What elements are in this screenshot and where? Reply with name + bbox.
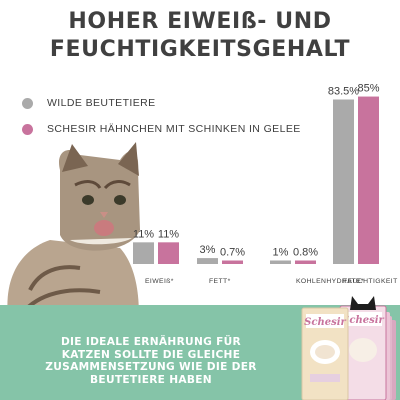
legend-dot-pink <box>22 123 33 135</box>
product-pouches-image: Schesir Schesir <box>301 296 396 400</box>
bar-schesir-0 <box>158 242 179 264</box>
bottom-line-2: KATZEN SOLLTE DIE GLEICHE <box>61 348 241 361</box>
category-label: EIWEIß* <box>145 278 174 285</box>
legend-item-wilde-beutetiere: WILDE BEUTETIERE <box>22 90 301 116</box>
bottom-line-1: DIE IDEALE ERNÄHRUNG FÜR <box>60 336 242 348</box>
bar-schesir-2 <box>295 260 316 264</box>
bar-schesir-1 <box>222 260 243 264</box>
bar-schesir-3 <box>358 96 379 264</box>
bar-chart: 11% 11% EIWEIß* 3% 0.7% FETT* 1% 0.8% KOHLENHYDR… <box>133 83 398 285</box>
product-brand-front: Schesir <box>304 317 346 328</box>
title-line-1: HOHER EIWEIß- UND <box>68 9 332 34</box>
legend-label: WILDE BEUTETIERE <box>47 97 156 109</box>
bar-wilde-beutetiere-0 <box>133 242 154 264</box>
data-label: 11% <box>133 228 154 240</box>
bottom-line-4: BEUTETIERE HABEN <box>90 373 212 386</box>
bottom-line-3: ZUSAMMENSETZUNG WIE DIE DER <box>45 361 257 373</box>
category-label: KOHLENHYDRATE* <box>296 278 364 285</box>
legend: WILDE BEUTETIERE SCHESIR HÄHNCHEN MIT SC… <box>22 90 301 142</box>
product-brand-back: Schesir <box>342 315 384 326</box>
bar-wilde-beutetiere-2 <box>270 260 291 264</box>
data-label: 11% <box>158 228 179 240</box>
legend-item-schesir: SCHESIR HÄHNCHEN MIT SCHINKEN IN GELEE <box>22 116 301 142</box>
category-label: FEUCHTIGKEIT <box>343 278 398 285</box>
data-label: 0.8% <box>293 247 318 259</box>
data-label: 85% <box>357 83 379 95</box>
legend-dot-grey <box>22 97 33 109</box>
category-label: FETT* <box>209 278 231 285</box>
data-label: 0.7% <box>220 247 245 259</box>
data-label: 3% <box>200 244 216 256</box>
data-label: 1% <box>273 247 289 259</box>
data-label: 83.5% <box>328 86 359 98</box>
bar-wilde-beutetiere-1 <box>197 258 218 264</box>
bar-wilde-beutetiere-3 <box>333 99 354 264</box>
legend-label: SCHESIR HÄHNCHEN MIT SCHINKEN IN GELEE <box>47 123 301 135</box>
bottom-message: DIE IDEALE ERNÄHRUNG FÜR KATZEN SOLLTE D… <box>10 336 292 386</box>
title-line-2: FEUCHTIGKEITSGEHALT <box>49 37 351 62</box>
chart-title: HOHER EIWEIß- UND FEUCHTIGKEITSGEHALT <box>0 8 400 64</box>
